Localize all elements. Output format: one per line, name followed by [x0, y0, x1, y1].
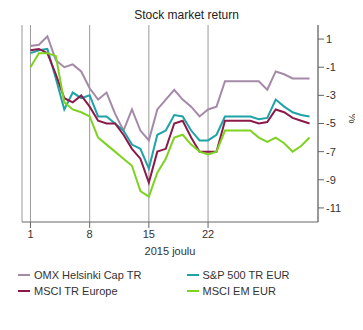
svg-text:22: 22	[202, 228, 214, 240]
svg-text:8: 8	[87, 228, 93, 240]
html-text:OMX Helsinki Cap TR: OMX Helsinki Cap TR	[34, 269, 142, 281]
svg-text:1: 1	[27, 228, 33, 240]
html-text:MSCI EM EUR: MSCI EM EUR	[202, 285, 276, 297]
svg-text:%: %	[347, 114, 355, 124]
svg-text:-11: -11	[326, 202, 341, 214]
svg-text:1: 1	[326, 33, 332, 45]
svg-text:2015 joulu: 2015 joulu	[145, 245, 196, 257]
svg-text:-7: -7	[326, 146, 336, 158]
html-text:S&P 500 TR EUR: S&P 500 TR EUR	[202, 269, 290, 281]
svg-text:-9: -9	[326, 174, 336, 186]
html-text:MSCI TR Europe: MSCI TR Europe	[34, 285, 118, 297]
svg-text:-5: -5	[326, 117, 336, 129]
svg-text:-3: -3	[326, 89, 336, 101]
svg-text:15: 15	[143, 228, 155, 240]
html-text:Stock market return: Stock market return	[134, 8, 239, 22]
svg-text:-1: -1	[326, 61, 336, 73]
